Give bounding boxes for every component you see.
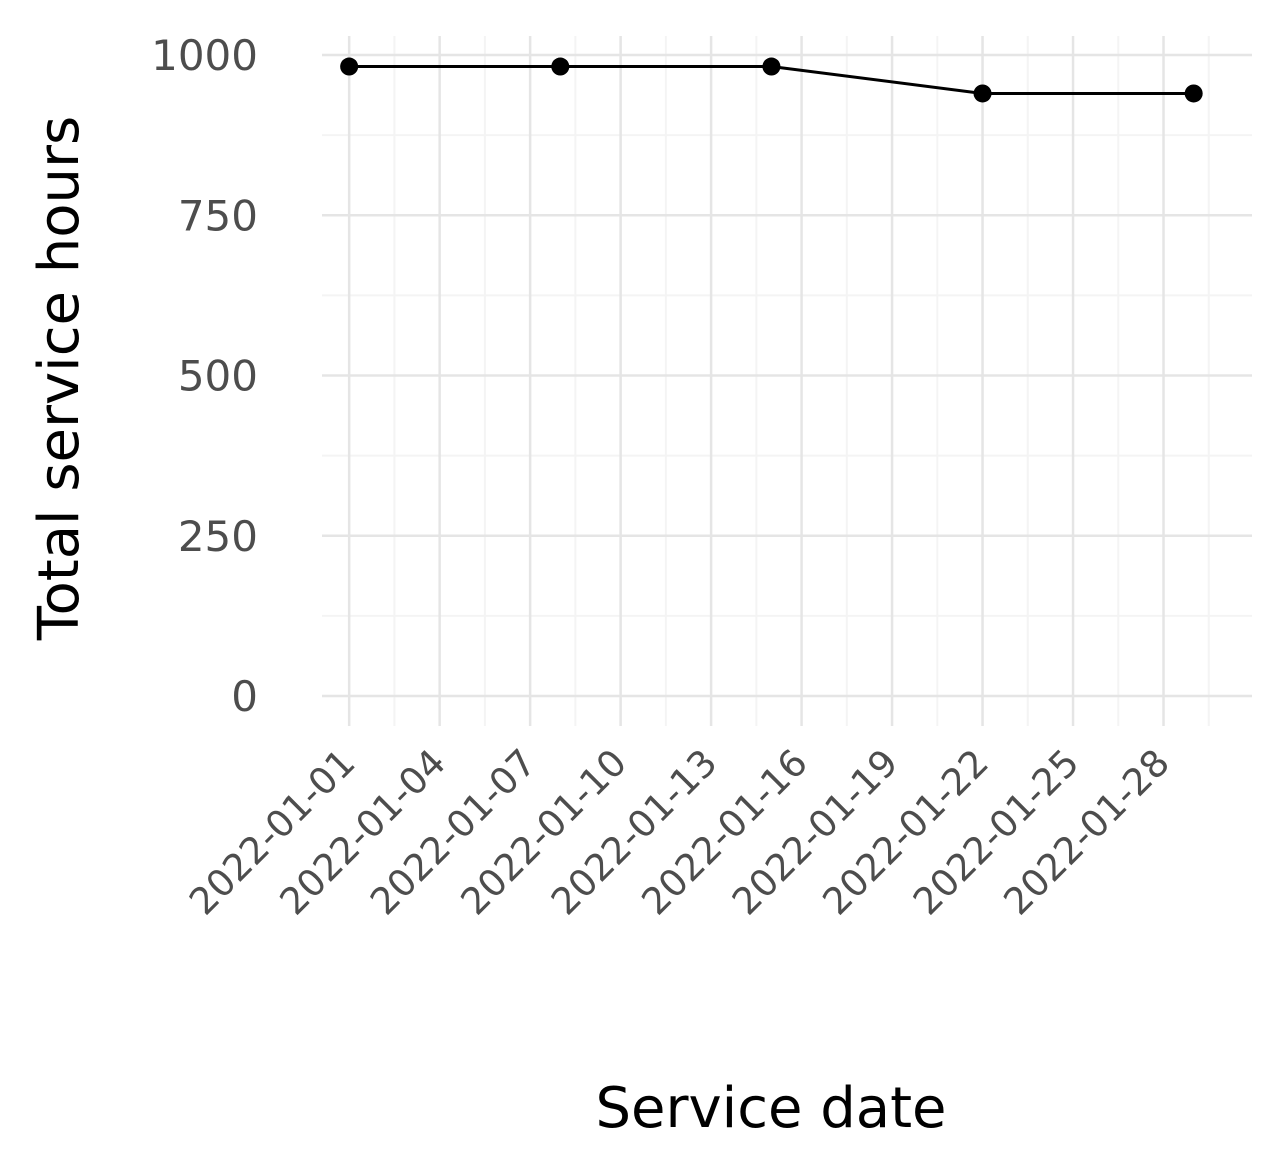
data-point	[762, 57, 781, 76]
x-tick-labels: 2022-01-012022-01-042022-01-072022-01-10…	[181, 741, 1178, 923]
y-tick-label: 1000	[151, 31, 258, 80]
y-tick-labels: 0 250 500 750 1000	[151, 31, 258, 721]
y-tick-label: 500	[178, 352, 258, 401]
y-tick-label: 750	[178, 191, 258, 240]
data-point	[340, 57, 359, 76]
y-tick-label: 0	[231, 672, 258, 721]
data-point	[551, 57, 570, 76]
x-axis-title: Service date	[595, 1076, 946, 1141]
y-tick-label: 250	[178, 512, 258, 561]
grid-minor	[322, 36, 1252, 726]
data-point	[973, 84, 992, 103]
grid-major	[322, 36, 1252, 726]
data-point	[1184, 84, 1203, 103]
y-axis-title: Total service hours	[27, 116, 92, 641]
series-layer	[340, 57, 1203, 103]
